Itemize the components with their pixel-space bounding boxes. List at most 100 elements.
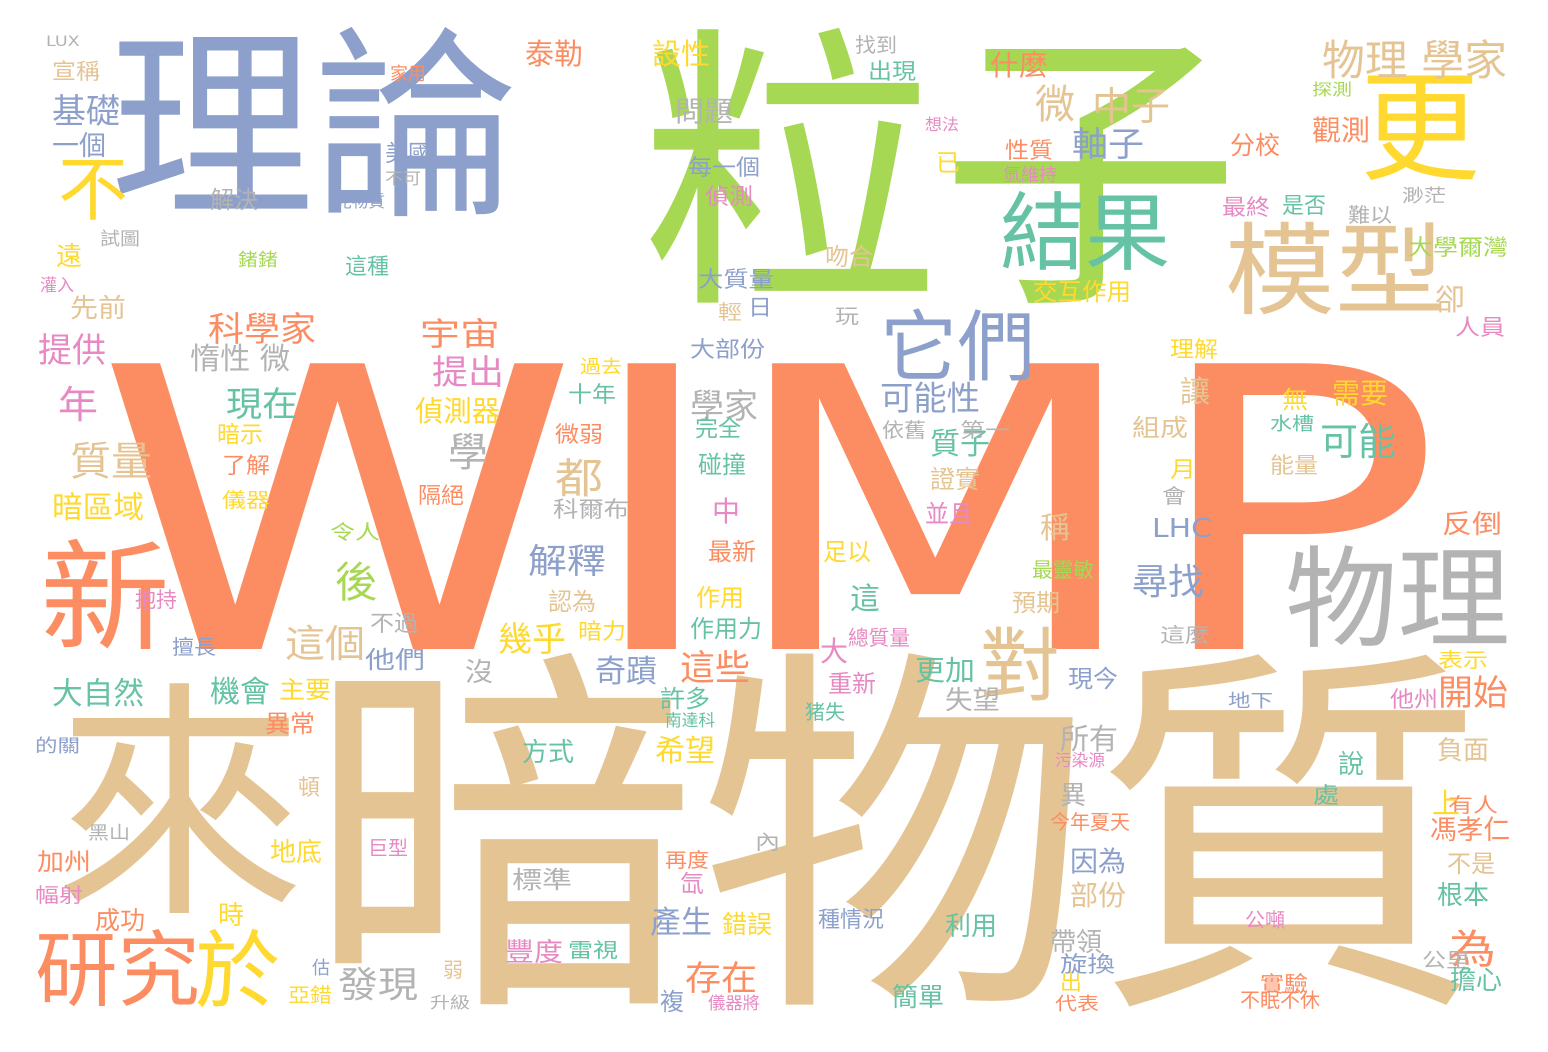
word-151: 異	[1060, 781, 1086, 811]
word-196: 簡單	[892, 983, 945, 1013]
word-132: 這些	[680, 649, 751, 689]
word-103: 反倒	[1442, 510, 1502, 540]
word-0: WIMP	[95, 286, 1443, 742]
word-83: 第一	[960, 418, 1010, 442]
word-127: 主要	[279, 676, 331, 704]
word-9: 結果	[1000, 185, 1171, 284]
word-190: 擔心	[1450, 966, 1503, 996]
word-142: 地下	[1228, 691, 1273, 712]
word-161: 地底	[270, 838, 323, 868]
word-14: 對	[980, 620, 1060, 713]
word-159: 黑山	[88, 823, 131, 844]
word-160: 加州	[37, 848, 91, 876]
word-58: 已	[936, 149, 960, 177]
word-136: 開始	[1438, 674, 1509, 714]
word-183: 雷視	[568, 938, 618, 962]
word-167: 氙	[680, 870, 704, 898]
word-188: 旋換	[1060, 953, 1116, 978]
word-138: 南達科	[665, 710, 716, 730]
word-165: 因為	[1070, 845, 1127, 878]
word-46: 玩	[835, 304, 859, 328]
word-110: 尋找	[1132, 562, 1205, 603]
word-16: 微	[1035, 82, 1075, 128]
word-57: 想法	[925, 115, 960, 134]
word-115: 預期	[1012, 589, 1060, 617]
word-48: 觀測	[1312, 114, 1370, 147]
word-149: 所有	[1060, 722, 1119, 756]
word-152: 污染源	[1055, 750, 1106, 770]
word-97: 儀器	[222, 488, 270, 512]
word-4: 暗物質	[305, 620, 1486, 1052]
word-22: 什麼	[990, 49, 1048, 82]
word-74: 十年	[568, 383, 617, 408]
word-52: 難以	[1348, 203, 1392, 227]
word-10: 它們	[880, 303, 1036, 393]
word-130: 沒	[465, 658, 493, 688]
word-100: 中	[712, 495, 740, 528]
word-106: 稱	[1040, 511, 1070, 546]
word-168: 標準	[512, 866, 572, 894]
word-124: 表示	[1438, 648, 1488, 672]
word-118: 這個	[285, 622, 365, 666]
word-79: 可能	[1320, 420, 1397, 464]
word-144: 的關	[35, 736, 80, 757]
word-27: 宣稱	[52, 60, 101, 85]
word-150: 負面	[1437, 736, 1490, 766]
word-61: 理解	[1170, 338, 1219, 363]
word-77: 需要	[1332, 377, 1389, 410]
word-140: 猪失	[805, 700, 845, 724]
word-185: 發現	[338, 965, 419, 1006]
word-71: 學家	[690, 387, 758, 427]
word-145: 異常	[265, 710, 316, 738]
word-19: 設性	[652, 37, 711, 71]
word-21: 泰勒	[525, 37, 584, 71]
word-70: 年	[58, 383, 98, 427]
word-62: 提供	[38, 331, 106, 371]
word-147: 方式	[522, 738, 575, 768]
word-158: 今年夏天	[1050, 810, 1130, 834]
word-171: 幅射	[35, 883, 83, 907]
word-164: 再度	[665, 848, 709, 872]
word-133: 大	[820, 635, 848, 668]
word-117: 不過	[370, 612, 419, 637]
word-11: 研究	[35, 923, 200, 1019]
word-163: 內	[755, 830, 780, 854]
word-189: 實驗	[1260, 973, 1309, 998]
word-129: 機會	[210, 675, 270, 710]
word-175: 錯誤	[722, 910, 773, 939]
word-109: 足以	[823, 538, 871, 566]
word-197: 代表	[1055, 994, 1099, 1015]
word-166: 不是	[1447, 850, 1495, 878]
word-15: 物理 學家	[1322, 36, 1507, 85]
word-51: 是否	[1282, 194, 1327, 219]
word-177: 利用	[945, 912, 998, 942]
word-37: 先前	[70, 294, 127, 324]
word-92: 證實	[930, 465, 981, 494]
word-143: 他州	[1390, 688, 1439, 713]
word-102: LHC	[1152, 514, 1212, 544]
word-111: 最靈敏	[1032, 558, 1095, 582]
word-95: 會	[1162, 484, 1186, 508]
word-155: 有人	[1448, 793, 1498, 817]
word-85: 完全	[695, 416, 741, 442]
word-96: 暗區域	[52, 491, 144, 526]
word-187: 弱	[443, 958, 463, 982]
word-179: 為	[1448, 927, 1496, 973]
word-89: 暗示	[217, 422, 263, 448]
word-114: 這	[850, 582, 880, 617]
word-41: 偵測	[705, 185, 754, 210]
word-107: 解釋	[528, 542, 606, 582]
word-105: 最新	[708, 538, 756, 566]
word-8: 模型	[1225, 213, 1445, 330]
word-119: 幾乎	[498, 620, 566, 660]
word-148: 希望	[655, 734, 715, 769]
word-38: 這種	[345, 255, 390, 280]
word-182: 豐度	[505, 938, 563, 968]
word-170: 根本	[1437, 881, 1490, 911]
word-172: 成功	[95, 906, 146, 935]
word-112: 認為	[548, 588, 596, 616]
word-173: 時	[218, 901, 244, 931]
word-23: 出現	[868, 60, 917, 85]
word-35: 遠	[56, 242, 82, 272]
